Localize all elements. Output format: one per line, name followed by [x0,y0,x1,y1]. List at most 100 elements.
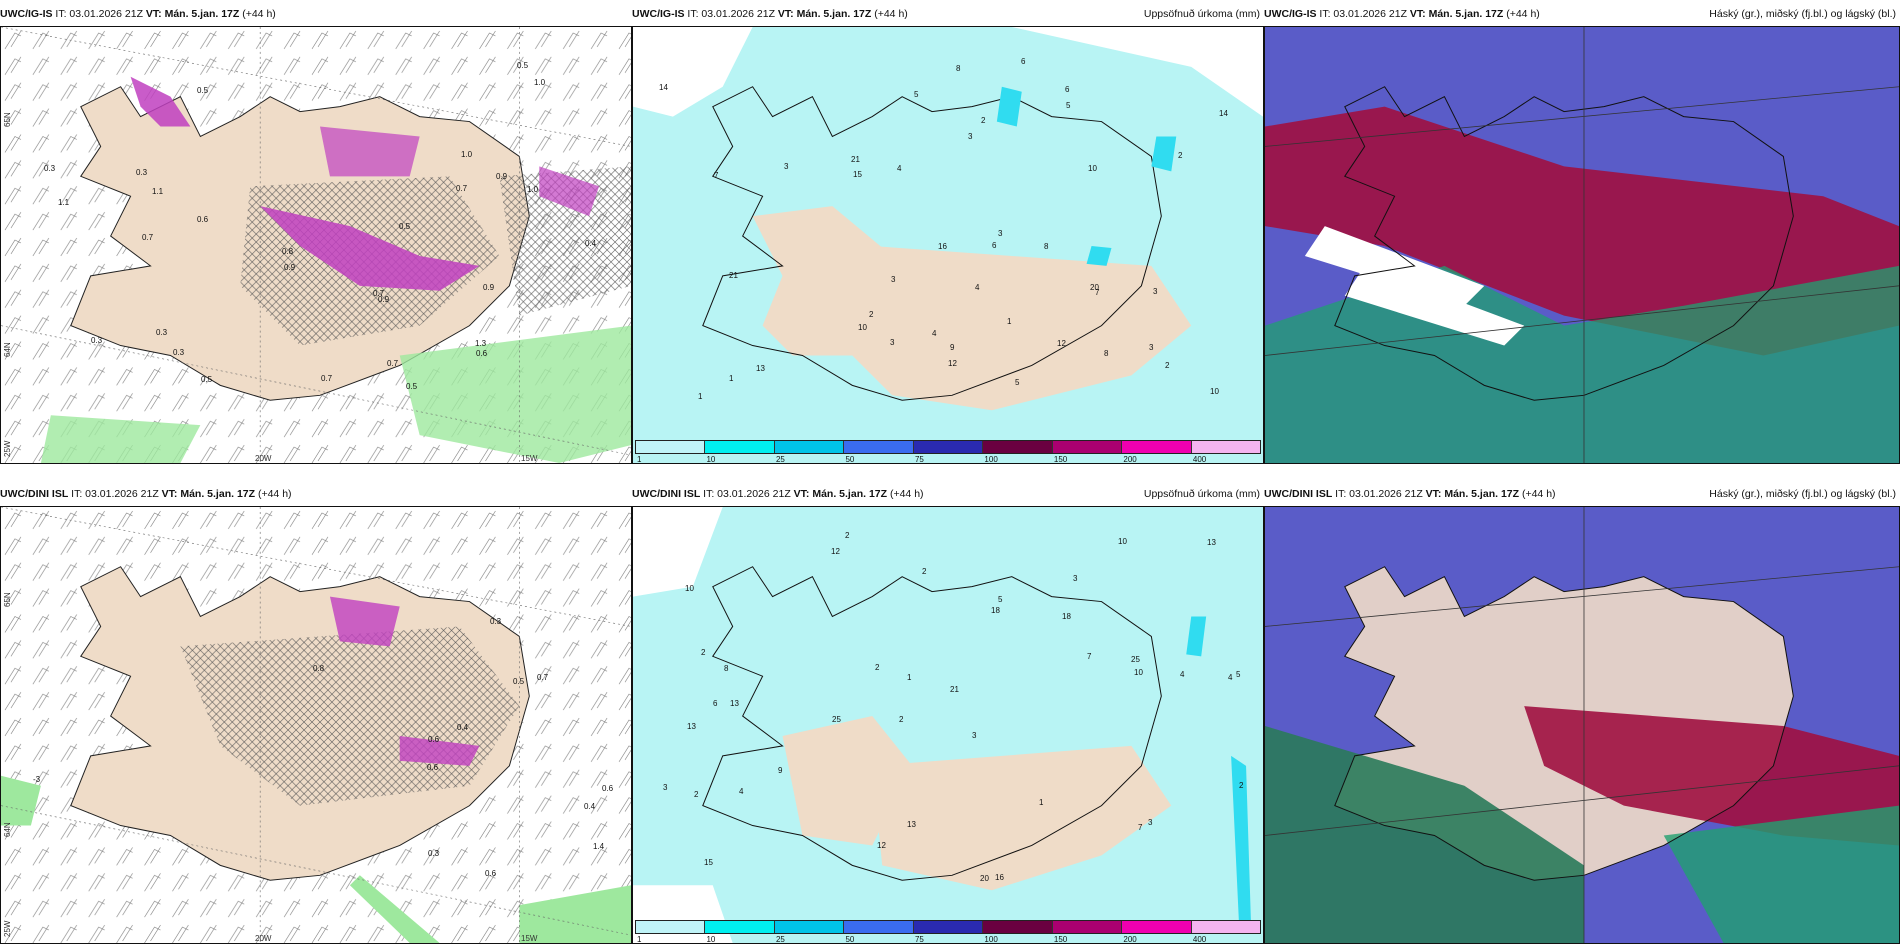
value-label: 5 [998,595,1003,604]
legend-tick: 200 [1123,455,1137,464]
value-label: 1.0 [461,150,473,159]
snow-area-nw [130,76,191,127]
value-label: 12 [831,547,840,556]
value-label: 10 [685,584,694,593]
map-svg [633,507,1263,943]
value-label: 0.3 [173,348,185,357]
snow-area-n [319,126,420,177]
value-label: 13 [756,364,765,373]
model-name: UWC/DINI ISL [1264,488,1333,500]
model-name: UWC/DINI ISL [632,488,701,500]
valid-label: VT: [1409,8,1426,20]
rain-area [1,775,631,943]
map-area[interactable]: 1 3 3 4 5 6 3 6 8 10 10 15 3 8 12 21 20 21 16 14 14 13 12 8 7 5 4 3… [632,26,1264,464]
value-label: 18 [991,606,1000,615]
panel-title: Háský (gr.), miðský (fj.bl.) og lágský (… [1709,8,1896,20]
legend-tick: 1 [637,455,642,464]
legend-swatch [1191,921,1260,933]
lon-label-25w: 25W [3,920,12,937]
map-svg [1265,507,1899,943]
legend-tick: 25 [775,455,785,464]
value-label: 16 [995,873,1004,882]
panel-precip-type-row2: UWC/DINI ISL IT: 03.01.2026 21Z VT: Mán.… [0,488,632,944]
value-label: 0.5 [517,61,529,70]
init-time: IT: 03.01.2026 21Z [703,488,791,500]
mid-cloud-band [1265,106,1899,356]
init-time: IT: 03.01.2026 21Z [55,8,143,20]
value-label: 1.0 [534,78,546,87]
value-label: 0.5 [399,222,411,231]
legend-swatch [983,441,1053,453]
valid-time: Mán. 5.jan. 17Z [164,8,240,20]
panel-header: UWC/DINI ISL IT: 03.01.2026 21Z VT: Mán.… [632,488,1264,506]
value-label: 13 [1207,538,1216,547]
value-label: 1 [1007,317,1012,326]
legend-swatch [844,441,914,453]
panel-title: Uppsöfnuð úrkoma (mm) [1143,488,1260,500]
map-svg [1265,27,1899,463]
snow-hatch-east [499,166,631,316]
legend-swatch [774,441,845,453]
value-label: 0.9 [284,263,296,272]
low-cloud-band-east [1663,805,1899,943]
value-label: 1.1 [58,198,70,207]
panel-header: UWC/DINI ISL IT: 03.01.2026 21Z VT: Mán.… [0,488,632,506]
init-time: IT: 03.01.2026 21Z [71,488,159,500]
value-label: 4 [975,283,980,292]
lead-time: (+44 h) [242,8,276,20]
value-label: 2 [875,663,880,672]
map-svg [1,27,631,463]
legend-swatch [774,921,845,933]
map-area[interactable]: 2 3 4 2 3 13 10 18 13 18 21 15 12 25 20 16 13 10 7 9 8 6 5 4 3 2 1… [632,506,1264,944]
value-label: -3 [33,775,41,784]
value-label: 21 [950,685,959,694]
panel-cloud-row2: UWC/DINI ISL IT: 03.01.2026 21Z VT: Mán.… [1264,488,1900,944]
value-label: 0.7 [373,289,385,298]
map-area[interactable]: 65N 64N 25W 20W 15W 0.5 0.5 0.3 0.3 0.9 0.7 0.… [0,26,632,464]
init-time: IT: 03.01.2026 21Z [1319,8,1407,20]
valid-time: Mán. 5.jan. 17Z [1444,488,1520,500]
value-label: 15 [853,170,862,179]
legend-ticks: 1 10 25 50 75 100 150 200 400 [635,455,1261,465]
no-precip-area [633,507,733,943]
value-label: 0.7 [387,359,399,368]
value-label: 3 [891,275,896,284]
panel-header: UWC/IG-IS IT: 03.01.2026 21Z VT: Mán. 5.… [632,8,1264,26]
value-label: 12 [1057,339,1066,348]
lead-time: (+44 h) [889,488,924,500]
panel-header: UWC/DINI ISL IT: 03.01.2026 21Z VT: Mán.… [1264,488,1900,506]
value-label: 0.7 [456,184,468,193]
lat-label-65n: 65N [3,112,12,127]
snow-area-ne [539,166,600,217]
value-label: 5 [1015,378,1020,387]
value-label: 10 [1210,387,1219,396]
value-label: 2 [701,648,706,657]
value-label: 20 [1090,283,1099,292]
value-label: 1.0 [527,185,539,194]
value-label: 3 [1153,287,1158,296]
value-label: 0.6 [197,215,209,224]
coastline [1334,566,1794,881]
value-label: 3 [663,783,668,792]
model-name: UWC/IG-IS [1264,8,1317,20]
value-label: 8 [724,664,729,673]
dry-land-south [852,245,1192,411]
value-label: 0.4 [584,802,596,811]
graticule [1,27,631,463]
legend-swatch [1052,441,1123,453]
value-label: 12 [877,841,886,850]
value-label: 10 [1134,668,1143,677]
map-area[interactable]: 65N 64N 25W 20W 15W 0.6 0.6 0.5 0.4 0.3 0.3 0.… [0,506,632,944]
panel-header: UWC/IG-IS IT: 03.01.2026 21Z VT: Mán. 5.… [0,8,632,26]
rain-area [349,875,440,943]
value-label: 21 [851,155,860,164]
value-label: 2 [922,567,927,576]
panel-precip-accum-row1: UWC/IG-IS IT: 03.01.2026 21Z VT: Mán. 5.… [632,8,1264,464]
legend-tick: 75 [914,455,924,464]
map-area[interactable] [1264,26,1900,464]
valid-label: VT: [161,488,178,500]
value-label: 0.8 [282,247,294,256]
legend-tick: 100 [984,455,998,464]
map-area[interactable] [1264,506,1900,944]
rain-area-sw [40,415,201,463]
